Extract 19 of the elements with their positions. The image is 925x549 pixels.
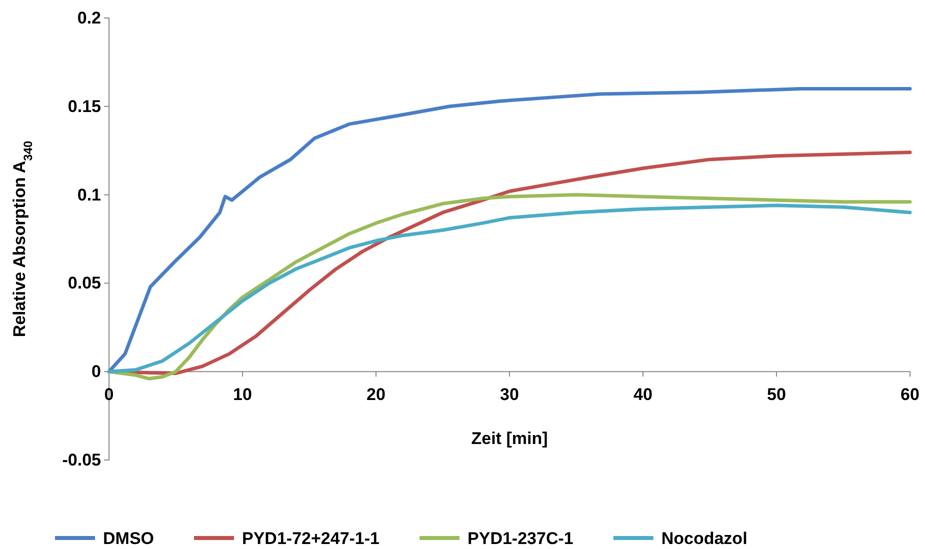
x-tick-label: 0	[104, 385, 114, 404]
x-tick-label: 20	[366, 385, 386, 404]
legend-label: DMSO	[103, 528, 154, 548]
y-tick-label: 0.05	[68, 274, 101, 293]
x-tick-label: 40	[634, 385, 652, 404]
line-series	[107, 86, 912, 374]
x-tick-label: 60	[900, 385, 920, 404]
legend-label: PYD1-72+247-1-1	[242, 528, 380, 548]
legend-label: PYD1-237C-1	[468, 528, 574, 548]
x-tick-label: 10	[233, 385, 252, 404]
x-axis-title: Zeit [min]	[471, 429, 548, 448]
y-tick-label: 0.1	[77, 185, 101, 204]
legend-label: Nocodazol	[661, 528, 748, 548]
y-tick-label: 0	[92, 362, 101, 382]
x-tick-label: 50	[767, 385, 786, 404]
y-tick-label: -0.05	[62, 450, 101, 470]
y-tick-label: 0.15	[68, 96, 101, 116]
y-tick-label: 0.2	[77, 8, 101, 28]
x-tick-label: 30	[500, 385, 519, 404]
